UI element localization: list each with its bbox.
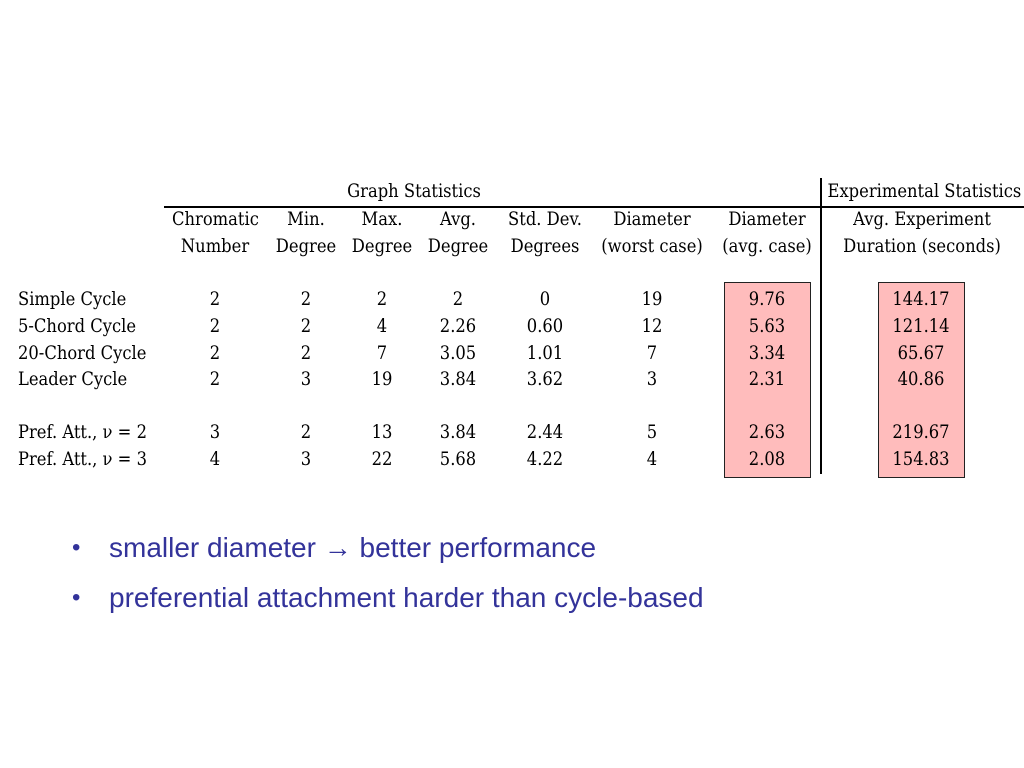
cell-diameter-avg: 3.34 (748, 342, 786, 364)
cell-min-degree: 2 (300, 288, 312, 310)
row-label: 20-Chord Cycle (18, 342, 147, 364)
cell-std-dev: 0 (539, 288, 551, 310)
cell-std-dev: 3.62 (526, 368, 564, 390)
cell-avg-degree: 2.26 (439, 315, 477, 337)
cell-avg-degree: 5.68 (439, 448, 477, 470)
cell-duration: 144.17 (892, 288, 950, 310)
row-label: Leader Cycle (18, 368, 128, 390)
bullet-list: • smaller diameter → better performance … (72, 528, 704, 628)
cell-chromatic: 4 (209, 448, 221, 470)
cell-avg-degree: 3.84 (439, 421, 477, 443)
cell-diameter-avg: 2.31 (748, 368, 786, 390)
cell-max-degree: 13 (371, 421, 393, 443)
col-diameter-worst-line2: (worst case) (601, 235, 703, 257)
cell-std-dev: 1.01 (526, 342, 564, 364)
cell-min-degree: 2 (300, 315, 312, 337)
cell-duration: 154.83 (892, 448, 950, 470)
bullet-dot-icon: • (72, 534, 81, 561)
cell-max-degree: 7 (376, 342, 388, 364)
cell-min-degree: 2 (300, 421, 312, 443)
col-std-dev-line2: Degrees (510, 235, 580, 257)
col-diameter-avg-line2: (avg. case) (722, 235, 812, 257)
bullet-text: preferential attachment harder than cycl… (109, 582, 704, 613)
col-avg-degree-line2: Degree (427, 235, 489, 257)
cell-max-degree: 22 (371, 448, 393, 470)
cell-avg-degree: 3.84 (439, 368, 477, 390)
col-chromatic-number-line1: Chromatic (172, 208, 259, 230)
cell-std-dev: 0.60 (526, 315, 564, 337)
row-label: Pref. Att., ν = 3 (18, 448, 147, 470)
bullet-item: • smaller diameter → better performance (72, 528, 704, 578)
header-rule (164, 206, 1024, 208)
cell-std-dev: 2.44 (526, 421, 564, 443)
row-label: Pref. Att., ν = 2 (18, 421, 147, 443)
cell-avg-degree: 2 (452, 288, 464, 310)
cell-diameter-avg: 5.63 (748, 315, 786, 337)
cell-min-degree: 3 (300, 448, 312, 470)
col-avg-degree-line1: Avg. (439, 208, 477, 230)
right-arrow-icon: → (323, 532, 352, 563)
cell-chromatic: 2 (209, 342, 221, 364)
cell-diameter-worst: 7 (646, 342, 658, 364)
col-diameter-avg-line1: Diameter (728, 208, 806, 230)
cell-chromatic: 2 (209, 315, 221, 337)
bullet-text-before: smaller diameter (109, 532, 324, 563)
cell-min-degree: 2 (300, 342, 312, 364)
col-max-degree-line1: Max. (361, 208, 403, 230)
cell-diameter-worst: 12 (641, 315, 663, 337)
col-min-degree-line2: Degree (275, 235, 337, 257)
cell-diameter-worst: 4 (646, 448, 658, 470)
cell-max-degree: 4 (376, 315, 388, 337)
col-min-degree-line1: Min. (287, 208, 325, 230)
col-std-dev-line1: Std. Dev. (508, 208, 582, 230)
cell-chromatic: 3 (209, 421, 221, 443)
col-duration-line1: Avg. Experiment (853, 208, 991, 230)
cell-chromatic: 2 (209, 288, 221, 310)
cell-diameter-avg: 9.76 (748, 288, 786, 310)
cell-diameter-avg: 2.63 (748, 421, 786, 443)
row-label: Simple Cycle (18, 288, 127, 310)
avg-diameter-highlight (724, 282, 811, 478)
cell-diameter-worst: 19 (641, 288, 663, 310)
col-diameter-worst-line1: Diameter (613, 208, 691, 230)
bullet-item: • preferential attachment harder than cy… (72, 578, 704, 628)
duration-highlight (878, 282, 965, 478)
cell-std-dev: 4.22 (526, 448, 564, 470)
experimental-statistics-header: Experimental Statistics (827, 180, 1022, 202)
cell-max-degree: 2 (376, 288, 388, 310)
bullet-dot-icon: • (72, 584, 81, 611)
cell-diameter-worst: 3 (646, 368, 658, 390)
cell-duration: 40.86 (897, 368, 945, 390)
col-duration-line2: Duration (seconds) (843, 235, 1001, 257)
graph-statistics-header: Graph Statistics (347, 180, 481, 202)
col-max-degree-line2: Degree (351, 235, 413, 257)
cell-max-degree: 19 (371, 368, 393, 390)
cell-diameter-worst: 5 (646, 421, 658, 443)
col-chromatic-number-line2: Number (180, 235, 250, 257)
cell-duration: 121.14 (892, 315, 950, 337)
cell-chromatic: 2 (209, 368, 221, 390)
cell-diameter-avg: 2.08 (748, 448, 786, 470)
cell-duration: 219.67 (892, 421, 950, 443)
row-label: 5-Chord Cycle (18, 315, 137, 337)
cell-avg-degree: 3.05 (439, 342, 477, 364)
cell-min-degree: 3 (300, 368, 312, 390)
column-divider (820, 178, 822, 474)
bullet-text-after: better performance (351, 532, 597, 563)
cell-duration: 65.67 (897, 342, 945, 364)
